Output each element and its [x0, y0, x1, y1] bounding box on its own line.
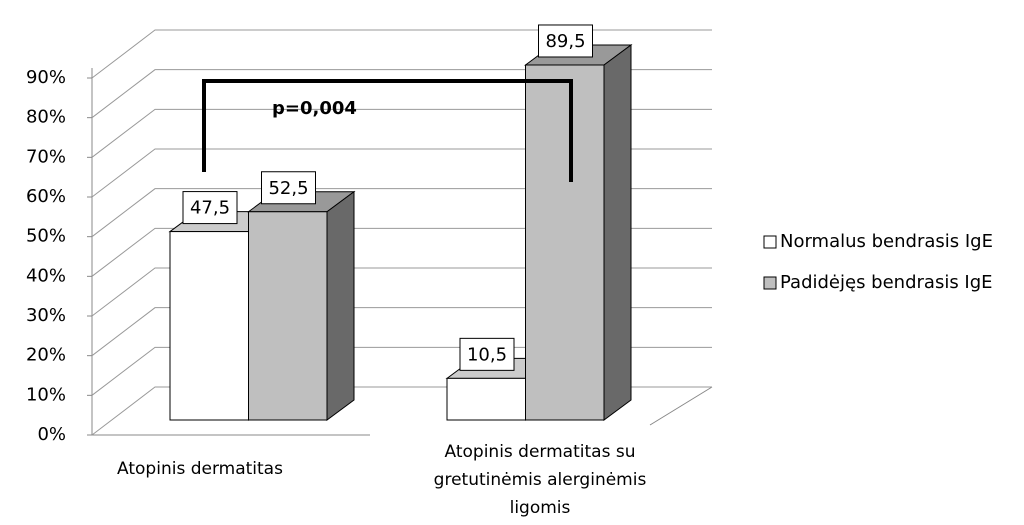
bar: [446, 377, 526, 421]
floor-edge: [649, 386, 713, 426]
y-tick-label: 30%: [26, 305, 66, 326]
value-label-box: [459, 337, 515, 371]
annotation: p=0,004: [272, 98, 357, 119]
y-tick-label: 0%: [37, 424, 66, 445]
value-label-box: [538, 24, 593, 58]
y-tick-label: 50%: [26, 226, 66, 247]
legend-swatch: [763, 235, 777, 249]
value-label-box: [182, 191, 238, 225]
value-label: 47,5: [190, 198, 230, 219]
grid-line: [91, 29, 712, 79]
legend-label: Padidėjęs bendrasis IgE: [780, 272, 993, 293]
y-tick-label: 20%: [26, 345, 66, 366]
value-label: 52,5: [268, 178, 308, 199]
y-tick-label: 70%: [26, 146, 66, 167]
bar-side: [326, 190, 355, 421]
bar: [248, 211, 328, 421]
y-tick-label: 40%: [26, 265, 66, 286]
legend-swatch: [763, 276, 777, 290]
y-tick-label: 90%: [26, 67, 66, 88]
value-label: 10,5: [467, 344, 507, 365]
bar-side: [603, 43, 632, 421]
y-tick-label: 80%: [26, 107, 66, 128]
x-tick-label: Atopinis dermatitas su gretutinėmis aler…: [433, 442, 647, 518]
bar: [525, 64, 605, 421]
bracket: [202, 79, 573, 182]
y-tick-label: 60%: [26, 186, 66, 207]
value-label: 89,5: [545, 31, 585, 52]
legend-label: Normalus bendrasis IgE: [780, 231, 993, 252]
x-tick-label: Atopinis dermatitas: [117, 459, 283, 479]
bar: [169, 231, 249, 421]
y-tick-label: 10%: [26, 384, 66, 405]
value-label-box: [261, 171, 316, 205]
